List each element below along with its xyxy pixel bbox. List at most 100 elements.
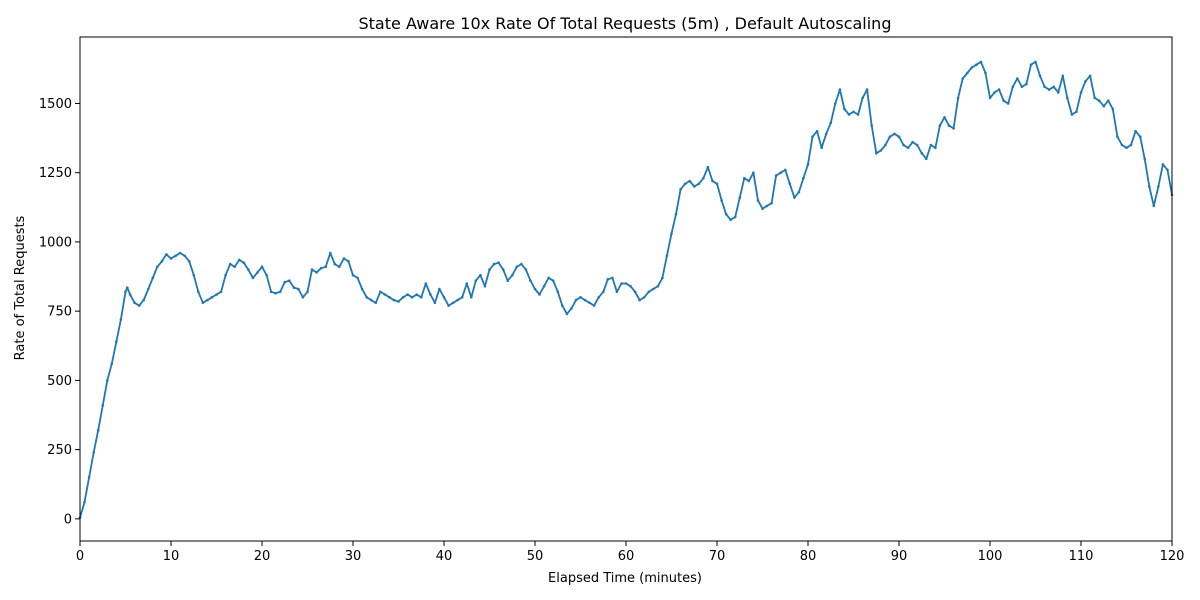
data-point bbox=[793, 196, 796, 199]
data-point bbox=[288, 279, 291, 283]
data-point bbox=[752, 171, 755, 174]
data-point bbox=[633, 290, 637, 294]
data-point bbox=[834, 102, 837, 105]
data-point bbox=[824, 132, 828, 136]
data-point bbox=[274, 291, 277, 295]
data-point bbox=[124, 290, 127, 294]
data-point bbox=[906, 146, 910, 150]
data-point bbox=[388, 296, 391, 299]
y-tick-label: 1250 bbox=[39, 166, 72, 181]
data-point bbox=[1029, 63, 1033, 66]
data-point bbox=[87, 476, 91, 479]
data-point bbox=[1097, 99, 1101, 102]
data-point bbox=[1088, 74, 1092, 78]
x-tick-label: 30 bbox=[345, 549, 362, 564]
data-point bbox=[733, 215, 737, 219]
data-point bbox=[1148, 185, 1151, 188]
data-point bbox=[761, 207, 764, 210]
data-point bbox=[178, 251, 182, 255]
data-point bbox=[861, 96, 864, 100]
data-point bbox=[893, 132, 896, 136]
data-point bbox=[911, 140, 914, 144]
data-point bbox=[638, 298, 641, 302]
data-point bbox=[597, 296, 600, 299]
data-point bbox=[938, 124, 942, 127]
data-point bbox=[970, 66, 974, 69]
data-point bbox=[483, 284, 487, 288]
data-point bbox=[934, 146, 937, 150]
data-point bbox=[706, 165, 710, 169]
data-point bbox=[570, 307, 573, 310]
data-point bbox=[747, 179, 751, 183]
data-point bbox=[729, 218, 732, 222]
data-point bbox=[511, 273, 514, 277]
data-point bbox=[715, 182, 719, 186]
data-point bbox=[820, 146, 823, 150]
data-point bbox=[902, 143, 905, 147]
data-point bbox=[897, 135, 901, 138]
data-point bbox=[529, 279, 532, 283]
y-axis-label: Rate of Total Requests bbox=[13, 215, 28, 360]
data-point bbox=[520, 262, 523, 266]
x-tick-label: 90 bbox=[891, 549, 908, 564]
data-point bbox=[979, 60, 983, 64]
data-point bbox=[670, 232, 673, 235]
data-point bbox=[679, 188, 682, 191]
data-point bbox=[975, 63, 978, 66]
data-point bbox=[779, 171, 782, 174]
data-point bbox=[228, 262, 232, 266]
data-point bbox=[738, 196, 742, 199]
data-point bbox=[142, 298, 145, 302]
data-point bbox=[879, 149, 883, 152]
data-point bbox=[915, 143, 919, 147]
data-point bbox=[92, 451, 95, 454]
data-point bbox=[128, 293, 132, 296]
data-point bbox=[160, 260, 164, 263]
data-point bbox=[365, 296, 369, 299]
data-point bbox=[688, 179, 691, 183]
data-point bbox=[465, 282, 469, 285]
series-line-0 bbox=[79, 61, 1173, 518]
x-tick-label: 110 bbox=[1069, 549, 1094, 564]
data-point bbox=[756, 199, 760, 202]
data-point bbox=[1084, 80, 1087, 83]
data-point bbox=[474, 279, 478, 283]
data-point bbox=[929, 143, 933, 147]
data-point bbox=[210, 296, 214, 299]
data-point bbox=[988, 96, 992, 100]
y-tick-label: 1500 bbox=[39, 97, 72, 112]
data-point bbox=[697, 182, 701, 186]
data-point bbox=[292, 286, 296, 289]
data-point bbox=[1079, 91, 1083, 94]
data-point bbox=[961, 77, 964, 80]
data-point bbox=[369, 298, 373, 302]
data-point bbox=[338, 265, 341, 269]
data-point bbox=[802, 176, 805, 180]
y-tick-label: 250 bbox=[47, 443, 72, 458]
data-point bbox=[219, 290, 223, 294]
y-tick-label: 500 bbox=[47, 374, 72, 389]
data-point bbox=[233, 265, 236, 269]
data-point bbox=[693, 185, 696, 188]
data-point bbox=[647, 290, 651, 294]
data-point bbox=[324, 265, 328, 269]
data-point bbox=[588, 301, 591, 305]
data-point bbox=[1138, 135, 1142, 138]
y-tick-label: 750 bbox=[47, 305, 72, 320]
data-point bbox=[1061, 74, 1065, 78]
data-point bbox=[615, 290, 619, 294]
data-point bbox=[1107, 99, 1110, 102]
data-point bbox=[579, 296, 582, 299]
data-point bbox=[542, 284, 546, 288]
data-point bbox=[1093, 96, 1096, 100]
data-point bbox=[888, 135, 892, 138]
data-point bbox=[770, 201, 773, 205]
data-point bbox=[765, 204, 769, 208]
data-point bbox=[843, 107, 846, 111]
data-point bbox=[784, 168, 787, 172]
x-tick-label: 70 bbox=[709, 549, 726, 564]
data-point bbox=[424, 282, 428, 285]
data-point bbox=[1134, 129, 1137, 133]
data-point bbox=[1152, 204, 1156, 208]
data-point bbox=[583, 298, 587, 302]
